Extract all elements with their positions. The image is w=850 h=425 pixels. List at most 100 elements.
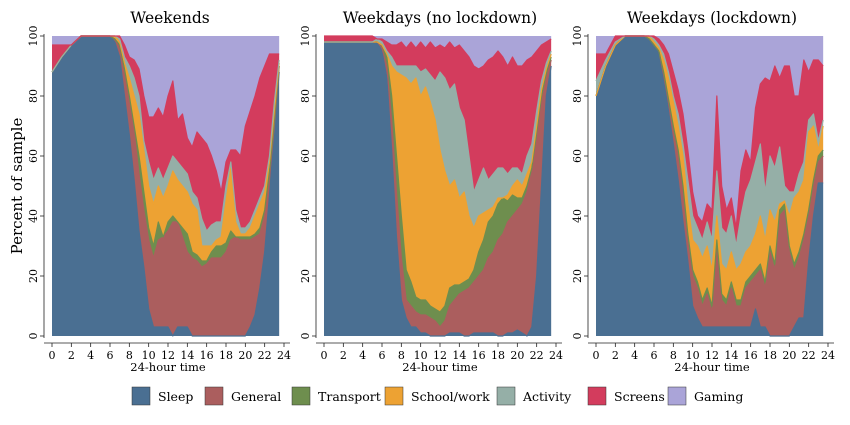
y-tick-label: 80 bbox=[299, 89, 312, 103]
x-tick-label: 20 bbox=[782, 349, 796, 362]
x-tick-label: 18 bbox=[763, 349, 777, 362]
area-sleep bbox=[52, 36, 280, 336]
x-tick-label: 18 bbox=[491, 349, 505, 362]
area-school-work bbox=[596, 36, 824, 306]
y-tick-label: 0 bbox=[571, 333, 584, 340]
panel-title: Weekends bbox=[130, 9, 209, 27]
x-tick-label: 2 bbox=[340, 349, 347, 362]
legend-label: Activity bbox=[522, 389, 572, 404]
y-tick-label: 100 bbox=[27, 26, 40, 47]
x-tick-label: 2 bbox=[68, 349, 75, 362]
x-tick-label: 0 bbox=[49, 349, 56, 362]
legend-label: Sleep bbox=[158, 389, 193, 404]
y-tick-label: 40 bbox=[571, 209, 584, 223]
x-tick-label: 4 bbox=[631, 349, 638, 362]
x-tick-label: 8 bbox=[398, 349, 405, 362]
legend-label: School/work bbox=[411, 389, 490, 404]
line-transport bbox=[595, 35, 824, 307]
y-tick-label: 20 bbox=[27, 269, 40, 283]
x-axis-title: 24-hour time bbox=[402, 360, 478, 374]
line-school-work bbox=[595, 35, 824, 271]
area-general bbox=[324, 42, 552, 336]
x-tick-label: 0 bbox=[593, 349, 600, 362]
line-school-work bbox=[324, 41, 552, 229]
area-gaming bbox=[596, 36, 824, 228]
x-tick-label: 4 bbox=[87, 349, 94, 362]
x-tick-label: 22 bbox=[530, 349, 544, 362]
x-axis-title: 24-hour time bbox=[130, 360, 206, 374]
stacked-areas bbox=[324, 35, 552, 337]
y-tick-label: 20 bbox=[571, 269, 584, 283]
area-school-work bbox=[324, 42, 552, 312]
x-tick-label: 6 bbox=[651, 349, 658, 362]
legend-swatch bbox=[384, 386, 404, 406]
line-screens bbox=[52, 35, 280, 193]
x-tick-label: 20 bbox=[238, 349, 252, 362]
legend: Sleep General Transport School/work Activity… bbox=[131, 386, 743, 406]
x-tick-label: 8 bbox=[126, 349, 133, 362]
panel-title: Weekdays (no lockdown) bbox=[343, 9, 537, 27]
y-tick-label: 80 bbox=[571, 89, 584, 103]
x-tick-label: 10 bbox=[414, 349, 428, 362]
x-tick-label: 18 bbox=[219, 349, 233, 362]
y-tick-label: 100 bbox=[299, 26, 312, 47]
area-screens bbox=[596, 36, 824, 246]
y-tick-label: 40 bbox=[27, 209, 40, 223]
legend-label: Gaming bbox=[694, 389, 743, 404]
line-sleep bbox=[324, 41, 552, 337]
area-activity bbox=[596, 36, 824, 270]
y-tick-label: 60 bbox=[27, 149, 40, 163]
legend-item-activity: Activity bbox=[496, 386, 572, 406]
legend-swatch bbox=[131, 386, 151, 406]
x-tick-label: 8 bbox=[670, 349, 677, 362]
x-tick-label: 14 bbox=[724, 349, 738, 362]
area-gaming bbox=[52, 36, 280, 192]
x-tick-label: 10 bbox=[686, 349, 700, 362]
x-tick-label: 22 bbox=[802, 349, 816, 362]
x-tick-label: 12 bbox=[705, 349, 719, 362]
legend-label: Transport bbox=[318, 389, 381, 404]
x-tick-label: 16 bbox=[200, 349, 214, 362]
x-tick-label: 14 bbox=[180, 349, 194, 362]
x-tick-label: 16 bbox=[744, 349, 758, 362]
x-tick-label: 2 bbox=[612, 349, 619, 362]
y-tick-label: 60 bbox=[571, 149, 584, 163]
stacked-areas bbox=[51, 35, 280, 337]
y-tick-label: 0 bbox=[27, 333, 40, 340]
y-tick-label: 40 bbox=[299, 209, 312, 223]
legend-item-screens: Screens bbox=[587, 386, 665, 406]
legend-swatch bbox=[291, 386, 311, 406]
legend-swatch bbox=[667, 386, 687, 406]
x-tick-label: 0 bbox=[321, 349, 328, 362]
x-tick-label: 12 bbox=[433, 349, 447, 362]
y-axis-title: Percent of sample bbox=[8, 118, 26, 255]
line-general bbox=[324, 41, 552, 328]
area-gaming bbox=[324, 36, 552, 69]
legend-item-school-work: School/work bbox=[384, 386, 490, 406]
legend-item-sleep: Sleep bbox=[131, 386, 193, 406]
x-tick-label: 16 bbox=[472, 349, 486, 362]
y-tick-label: 20 bbox=[299, 269, 312, 283]
area-general bbox=[52, 36, 280, 336]
area-sleep bbox=[324, 42, 552, 336]
x-tick-label: 24 bbox=[549, 349, 563, 362]
x-tick-label: 6 bbox=[379, 349, 386, 362]
y-tick-label: 60 bbox=[299, 149, 312, 163]
x-tick-label: 24 bbox=[277, 349, 291, 362]
area-sleep bbox=[596, 36, 824, 336]
legend-swatch bbox=[496, 386, 516, 406]
x-tick-label: 10 bbox=[142, 349, 156, 362]
line-activity bbox=[324, 38, 552, 193]
x-tick-label: 22 bbox=[258, 349, 272, 362]
area-screens bbox=[52, 36, 280, 231]
legend-item-gaming: Gaming bbox=[667, 386, 743, 406]
x-tick-label: 4 bbox=[359, 349, 366, 362]
x-axis-title: 24-hour time bbox=[674, 360, 750, 374]
